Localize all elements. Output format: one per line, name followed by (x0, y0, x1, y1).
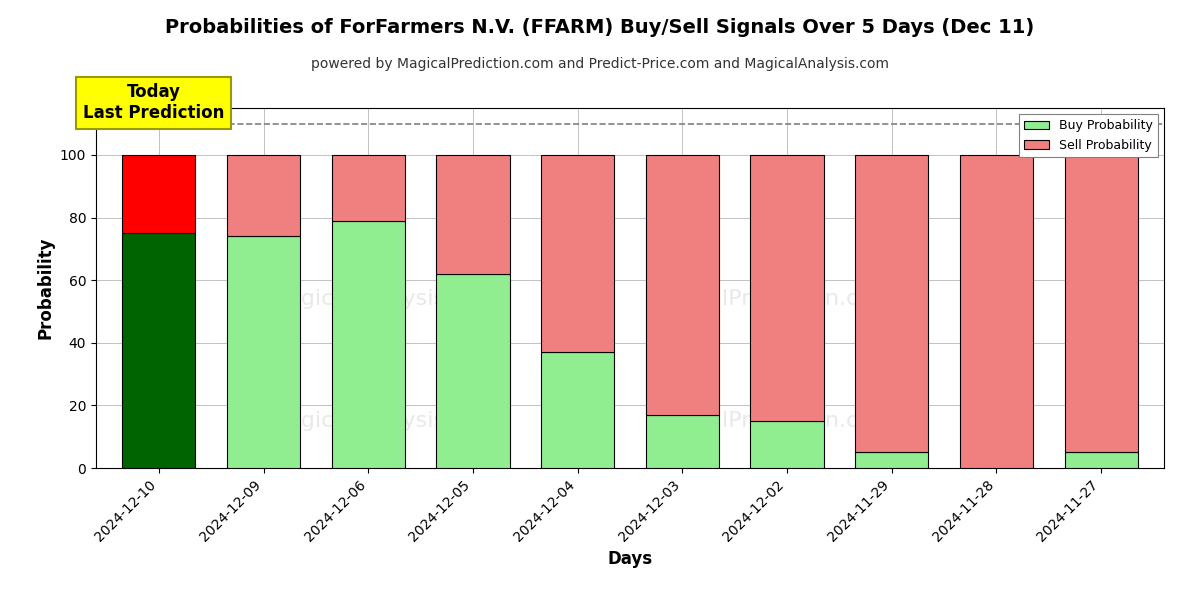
Text: MagicalPrediction.com: MagicalPrediction.com (643, 411, 894, 431)
Bar (227, 155, 300, 236)
Text: MagicalAnalysis.com: MagicalAnalysis.com (269, 289, 500, 309)
Bar (227, 236, 300, 468)
Bar (960, 155, 1033, 468)
Bar (1064, 452, 1138, 468)
Text: MagicalPrediction.com: MagicalPrediction.com (643, 289, 894, 309)
Legend: Buy Probability, Sell Probability: Buy Probability, Sell Probability (1019, 114, 1158, 157)
Bar (541, 352, 614, 468)
Bar (437, 155, 510, 274)
Bar (331, 155, 404, 221)
Bar (856, 452, 929, 468)
Text: Probabilities of ForFarmers N.V. (FFARM) Buy/Sell Signals Over 5 Days (Dec 11): Probabilities of ForFarmers N.V. (FFARM)… (166, 18, 1034, 37)
Bar (1064, 155, 1138, 452)
Bar (331, 221, 404, 468)
Bar (122, 155, 196, 233)
X-axis label: Days: Days (607, 550, 653, 568)
Bar (122, 233, 196, 468)
Bar (437, 274, 510, 468)
Bar (856, 155, 929, 452)
Bar (541, 155, 614, 352)
Bar (646, 155, 719, 415)
Text: powered by MagicalPrediction.com and Predict-Price.com and MagicalAnalysis.com: powered by MagicalPrediction.com and Pre… (311, 57, 889, 71)
Bar (750, 155, 823, 421)
Text: MagicalAnalysis.com: MagicalAnalysis.com (269, 411, 500, 431)
Bar (750, 421, 823, 468)
Bar (646, 415, 719, 468)
Text: Today
Last Prediction: Today Last Prediction (83, 83, 224, 122)
Y-axis label: Probability: Probability (36, 237, 54, 339)
